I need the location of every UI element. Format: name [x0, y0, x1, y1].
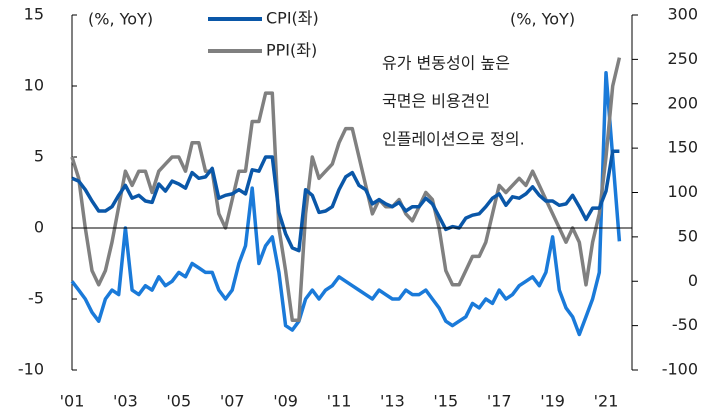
x-tick-label: '07 [220, 392, 245, 411]
y2-tick-label: 100 [667, 182, 698, 201]
y2-tick-label: -50 [672, 315, 698, 334]
y2-tick-label: 200 [667, 93, 698, 112]
y2-tick-label: 300 [667, 5, 698, 24]
x-tick-label: '13 [380, 392, 405, 411]
y-tick-label: 5 [34, 147, 44, 166]
x-tick-label: '03 [113, 392, 138, 411]
x-tick-label: '11 [327, 392, 352, 411]
annotation: 인플레이션으로 정의. [382, 130, 525, 149]
x-tick-label: '09 [273, 392, 298, 411]
y-tick-label: -10 [18, 360, 44, 379]
y2-tick-label: 250 [667, 49, 698, 68]
x-tick-label: '05 [166, 392, 191, 411]
series-line [70, 70, 622, 337]
y2-tick-label: 50 [678, 226, 698, 245]
x-tick-label: '19 [540, 392, 565, 411]
series-line [70, 57, 622, 323]
annotation: 국면은 비용견인 [382, 92, 490, 111]
legend-label: CPI(좌) [266, 9, 319, 28]
x-tick-label: '21 [594, 392, 619, 411]
annotation: 유가 변동성이 높은 [382, 54, 510, 73]
series-line [71, 149, 620, 253]
left-axis-unit: (%, YoY) [88, 10, 153, 29]
legend-label: PPI(좌) [266, 41, 317, 60]
y2-tick-label: -100 [662, 360, 698, 379]
y-tick-label: 15 [24, 5, 44, 24]
y-tick-label: -5 [28, 289, 44, 308]
y2-tick-label: 0 [688, 271, 698, 290]
y-tick-label: 0 [34, 218, 44, 237]
y2-tick-label: 150 [667, 138, 698, 157]
x-tick-label: '17 [487, 392, 512, 411]
x-tick-label: '15 [433, 392, 458, 411]
x-tick-label: '01 [60, 392, 85, 411]
right-axis-unit: (%, YoY) [510, 10, 575, 29]
y-tick-label: 10 [24, 76, 44, 95]
